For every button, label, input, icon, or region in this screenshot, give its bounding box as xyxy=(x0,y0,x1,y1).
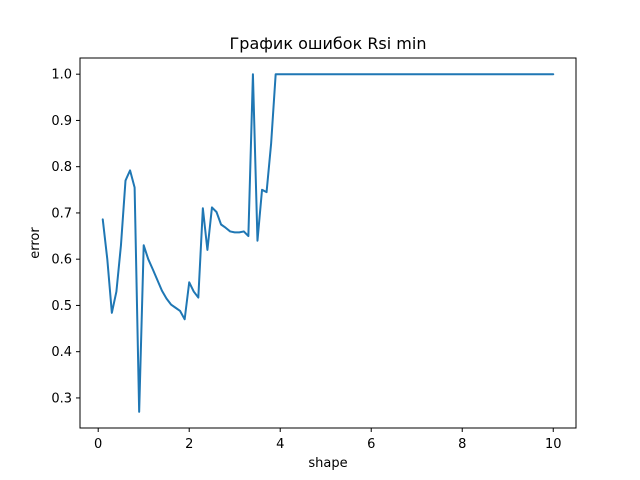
y-axis-label: error xyxy=(28,227,43,259)
x-tick-label: 10 xyxy=(545,437,562,452)
y-tick-label: 0.8 xyxy=(51,160,72,175)
y-tick-label: 0.4 xyxy=(51,345,72,360)
x-tick-label: 4 xyxy=(276,437,284,452)
ticks-layer: 0 2 4 6 8 10 0.3 0.4 0.5 0.6 0.7 0.8 0.9 1.0 xyxy=(51,68,561,452)
x-tick-label: 8 xyxy=(458,437,466,452)
x-tick-label: 2 xyxy=(185,437,193,452)
y-tick-label: 0.9 xyxy=(51,114,72,129)
series-line-0 xyxy=(101,73,555,413)
chart-title: График ошибок Rsi min xyxy=(230,34,427,53)
plot-frame xyxy=(79,57,577,429)
series-layer xyxy=(101,73,555,413)
y-tick-label: 0.6 xyxy=(51,253,72,268)
y-tick-label: 0.7 xyxy=(51,206,72,221)
y-tick-label: 0.5 xyxy=(51,299,72,314)
x-axis-label: shape xyxy=(308,456,347,471)
y-tick-label: 0.3 xyxy=(51,391,72,406)
x-tick-label: 6 xyxy=(367,437,375,452)
y-tick-label: 1.0 xyxy=(51,68,72,83)
x-tick-label: 0 xyxy=(94,437,102,452)
